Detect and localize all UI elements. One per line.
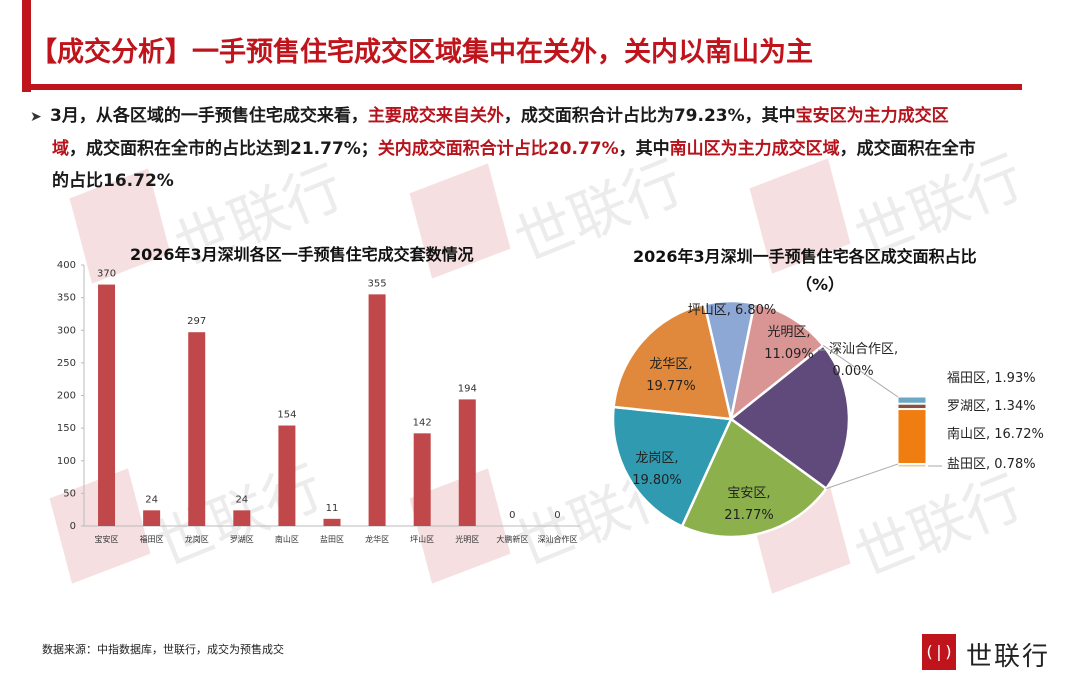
bar-value-label: 24: [145, 494, 158, 505]
bar: [458, 399, 476, 526]
y-tick-label: 200: [57, 391, 76, 402]
pie-chart-title-unit: （%）: [796, 275, 845, 294]
bar: [323, 518, 341, 526]
x-category-label: 深汕合作区: [537, 534, 577, 544]
pie-slice-label: 龙岗区,: [635, 451, 678, 466]
bar: [233, 510, 251, 526]
y-tick-label: 0: [70, 521, 76, 532]
summary-line-1: ➤ 3月，从各区域的一手预售住宅成交来看，主要成交来自关外，成交面积合计占比为79…: [30, 100, 1040, 133]
pie-slice: [611, 405, 733, 528]
pie-slice-label: 坪山区, 6.80%: [688, 303, 777, 318]
bar: [368, 294, 386, 526]
bar-value-label: 194: [458, 383, 477, 394]
pie-slice-label: 19.80%: [632, 473, 682, 488]
title-bar: 【成交分析】一手预售住宅成交区域集中在关外，关内以南山为主: [0, 0, 1080, 92]
pie-slice-label: 21.77%: [724, 508, 774, 523]
highlight-text: 主要成交来自关外: [367, 106, 504, 126]
bar: [188, 332, 206, 526]
x-category-label: 福田区: [140, 535, 164, 544]
bar-value-label: 355: [368, 278, 387, 289]
y-tick-label: 300: [57, 325, 76, 336]
x-category-label: 宝安区: [95, 534, 119, 544]
pie-slice-label: 龙华区,: [649, 357, 692, 372]
bar: [143, 510, 161, 526]
bar-value-label: 154: [277, 410, 296, 421]
pie-slice: [729, 301, 825, 423]
pie-slice-label: 19.77%: [646, 379, 696, 394]
x-category-label: 罗湖区: [230, 535, 254, 544]
bar: [278, 425, 296, 526]
x-category-label: 南山区: [275, 534, 299, 544]
bar: [413, 433, 431, 526]
breakout-connector: [822, 344, 899, 398]
pie-slice-label: 福田区, 1.93%: [947, 371, 1036, 386]
x-category-label: 龙岗区: [185, 534, 209, 544]
bar-value-label: 370: [97, 269, 116, 280]
pie-slice-label: 盐田区, 0.78%: [947, 457, 1036, 472]
breakout-segment: [897, 396, 927, 404]
highlight-text: 域: [52, 139, 69, 159]
bar-value-label: 11: [326, 503, 339, 514]
summary-line-2: 域，成交面积在全市的占比达到21.77%；关内成交面积合计占比20.77%，其中…: [52, 139, 976, 159]
pie-slice-label: 罗湖区, 1.34%: [947, 399, 1036, 414]
x-category-label: 大鹏新区: [496, 534, 528, 544]
y-tick-label: 50: [63, 488, 76, 499]
bar-chart: 0 50 100 150 200 250 300 350 400 370 宝安区 24 福田区 297 龙岗…: [57, 260, 580, 544]
breakout-segment: [897, 463, 927, 468]
pie-slice-label: 深汕合作区,: [829, 342, 898, 357]
breakout-segment: [897, 409, 927, 464]
pie-slice-label: 宝安区,: [727, 486, 770, 501]
shilianhang-logo-icon: (|): [922, 634, 956, 670]
bar-value-label: 142: [413, 417, 432, 428]
pie-slice-label: 光明区,: [767, 325, 810, 340]
y-tick-label: 100: [57, 456, 76, 467]
y-tick-label: 150: [57, 423, 76, 434]
breakout-connector: [826, 463, 899, 490]
pie-slice-label: 11.09%: [764, 347, 814, 362]
x-category-label: 盐田区: [320, 534, 344, 544]
x-category-label: 坪山区: [410, 534, 434, 544]
y-tick-label: 250: [57, 358, 76, 369]
pie-chart: 坪山区, 6.80% 光明区, 11.09% 深汕合作区, 0.00% 宝安区, 21.77…: [611, 299, 1044, 539]
summary-line-3: 的占比16.72%: [52, 171, 174, 191]
highlight-text: 关内成交面积合计占比20.77%: [377, 139, 619, 159]
title-accent-vertical: [22, 0, 31, 92]
highlight-text: 南山区为主力成交区域: [669, 139, 840, 159]
bar-value-label: 297: [187, 316, 206, 327]
pie-chart-title: 2026年3月深圳一手预售住宅各区成交面积占比: [633, 247, 977, 266]
breakout-segment: [897, 403, 927, 410]
y-tick-label: 350: [57, 293, 76, 304]
logo-text: 世联行: [966, 642, 1051, 672]
title-accent-underline: [22, 84, 1022, 90]
pie-slice: [612, 302, 733, 421]
data-source-note: 数据来源：中指数据库，世联行，成交为预售成交: [42, 643, 284, 656]
bar: [98, 284, 116, 526]
bar-value-label: 0: [554, 510, 560, 521]
summary-paragraph: ➤ 3月，从各区域的一手预售住宅成交来看，主要成交来自关外，成交面积合计占比为79…: [30, 100, 1040, 197]
pie-slice-label: 南山区, 16.72%: [947, 426, 1044, 442]
bar-value-label: 0: [509, 510, 515, 521]
bar-value-label: 24: [235, 494, 248, 505]
bar-chart-title: 2026年3月深圳各区一手预售住宅成交套数情况: [130, 245, 474, 264]
page-title: 【成交分析】一手预售住宅成交区域集中在关外，关内以南山为主: [30, 37, 813, 68]
arrow-right-icon: ➤: [30, 109, 42, 125]
x-category-label: 龙华区: [365, 534, 389, 544]
pie-slice-label: 0.00%: [832, 364, 873, 379]
brand-logo: (|) 世联行: [922, 634, 1072, 672]
pie-slice: [728, 343, 851, 491]
y-tick-label: 400: [57, 260, 76, 271]
x-category-label: 光明区: [455, 534, 479, 544]
highlight-text: 宝安区为主力成交区: [795, 106, 949, 126]
